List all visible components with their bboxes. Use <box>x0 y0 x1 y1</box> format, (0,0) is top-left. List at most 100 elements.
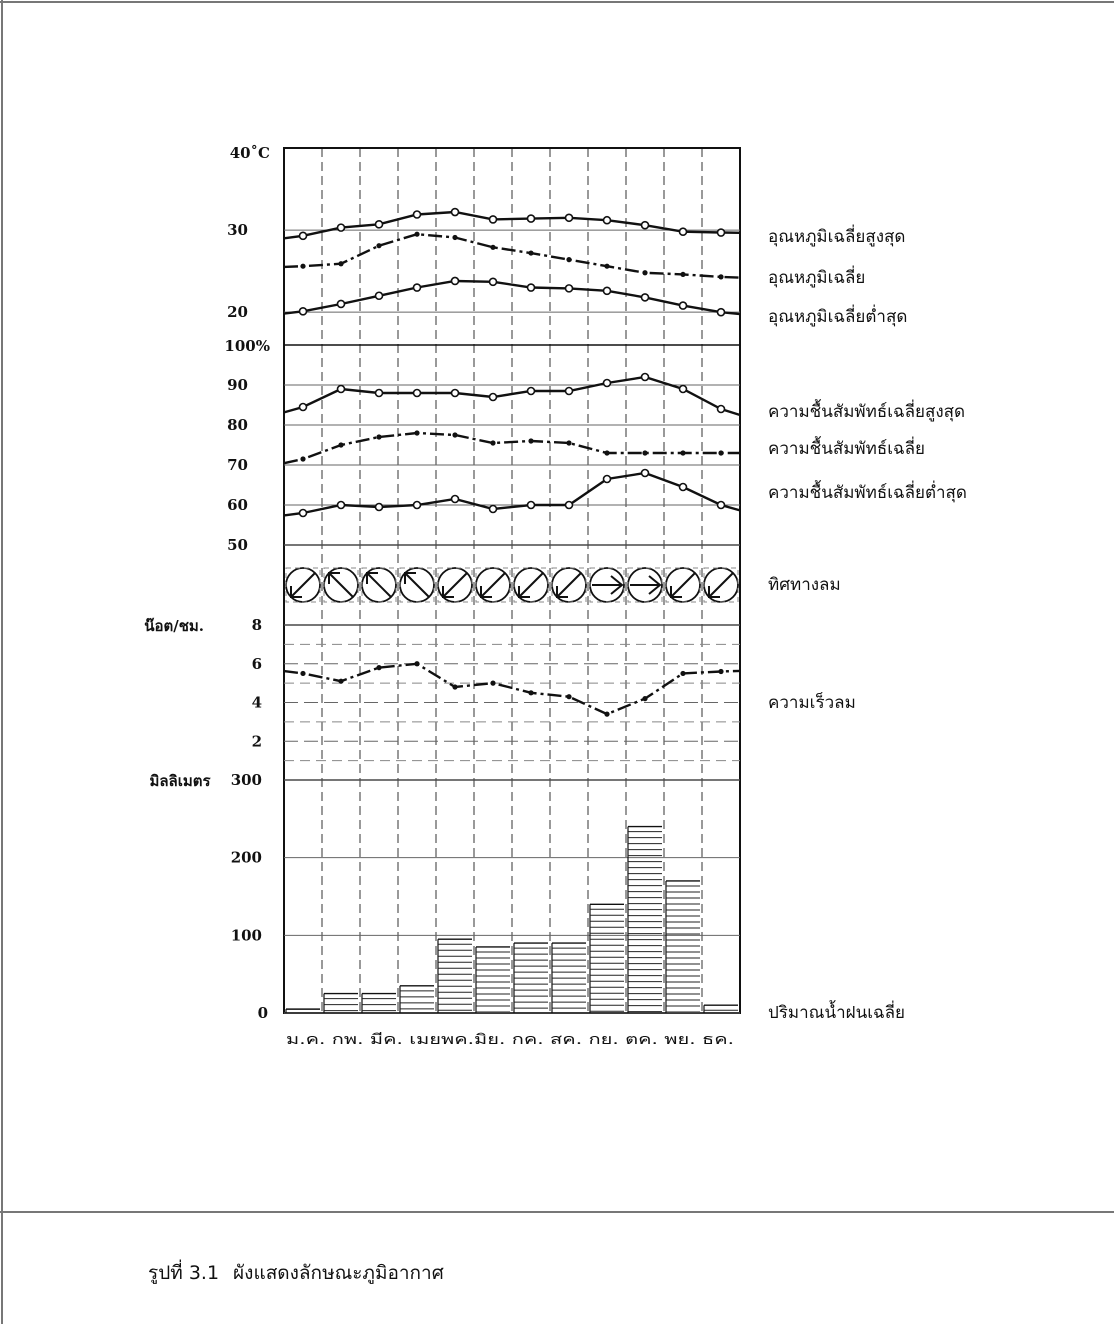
temp-series-point <box>566 257 572 263</box>
temp-series-point <box>678 301 688 310</box>
wind-direction-box <box>361 567 397 603</box>
wind-direction-arrow <box>404 572 430 598</box>
climate-chart: 40˚C 30 20 100% 90 80 70 60 50 น๊อต/ชม. 8 6 4 2 มิลลิเ… <box>144 144 967 1048</box>
wind-direction-arrowhead <box>648 575 662 595</box>
humidity-series-point <box>526 386 536 396</box>
wind-direction-arrow <box>480 572 506 598</box>
temp-series-point <box>488 277 498 287</box>
humidity-series-point <box>338 442 344 448</box>
wind-direction-box <box>475 567 511 603</box>
wind-direction-arrowhead <box>708 586 720 598</box>
wind-direction-box <box>399 567 435 603</box>
temp-series-point <box>602 286 612 296</box>
temp-series-label: อุณหภูมิเฉลี่ยสูงสุด <box>768 224 905 247</box>
wind-speed-series-point <box>718 668 724 675</box>
humidity-unit-label: 100% <box>224 337 270 355</box>
humidity-tick-label: 80 <box>227 416 248 434</box>
wind-direction-box <box>665 567 701 603</box>
temp-series-line <box>283 232 741 279</box>
wind-speed-tick-label: 2 <box>252 732 262 750</box>
temp-unit-label: 40˚C <box>230 144 270 162</box>
wind-speed-tick-label: 4 <box>252 694 262 712</box>
wind-direction-arrowhead <box>556 586 568 598</box>
wind-direction-arrowhead <box>610 575 624 595</box>
wind-direction-arrowhead <box>328 572 340 584</box>
humidity-series-point <box>336 500 346 510</box>
temp-series-point <box>336 299 346 309</box>
temp-series-point <box>450 276 460 286</box>
wind-speed-series-point <box>680 670 686 677</box>
humidity-tick-label: 70 <box>227 456 248 474</box>
temp-series-line <box>283 210 741 240</box>
humidity-series-point <box>374 502 384 512</box>
temp-series-point <box>528 250 534 256</box>
temp-series-point <box>338 261 344 267</box>
temp-series-point <box>452 234 458 241</box>
humidity-series-point <box>526 500 536 510</box>
wind-direction-arrowhead <box>518 586 530 598</box>
wind-speed-tick-label: 6 <box>252 655 262 673</box>
figure-number: รูปที่ 3.1 <box>148 1262 220 1284</box>
rainfall-label: ปริมาณน้ำฝนเฉลี่ย <box>768 1000 905 1023</box>
wind-direction-arrowhead <box>404 572 416 584</box>
wind-direction-box <box>513 567 549 603</box>
temp-series-point <box>414 231 420 237</box>
humidity-series-line <box>283 431 740 465</box>
figure-caption: รูปที่ 3.1 ผังแสดงลักษณะภูมิอากาศ <box>148 1258 458 1288</box>
temp-series-point <box>716 228 726 237</box>
rainfall-tick-label: 200 <box>231 849 262 867</box>
wind-speed-series-point <box>566 694 572 700</box>
humidity-series-point <box>564 500 574 510</box>
wind-speed-series-point <box>338 678 344 684</box>
humidity-series-point <box>298 508 308 518</box>
humidity-series-point <box>528 438 534 444</box>
wind-direction-arrow <box>290 572 316 598</box>
humidity-series-point <box>716 404 726 414</box>
humidity-series-point <box>718 450 724 456</box>
temp-series-point <box>488 215 498 224</box>
humidity-series-point <box>412 388 422 398</box>
wind-direction-label: ทิศทางลม <box>768 575 841 595</box>
wind-direction-arrowhead <box>670 586 682 598</box>
humidity-tick-label: 50 <box>227 536 248 554</box>
wind-speed-series-point <box>490 680 496 686</box>
humidity-series-point <box>602 378 612 388</box>
wind-direction-arrow <box>442 572 468 598</box>
wind-speed-label: ความเร็วลม <box>768 691 856 713</box>
humidity-series-point <box>490 440 496 446</box>
humidity-tick-label: 90 <box>227 376 248 394</box>
wind-direction-box <box>703 567 739 603</box>
rainfall-unit-label: มิลลิเมตร <box>149 772 211 790</box>
humidity-series-point <box>488 392 498 402</box>
temp-series-point <box>376 243 382 249</box>
humidity-series-point <box>374 388 384 398</box>
wind-speed-series-point <box>452 684 458 690</box>
humidity-series-point <box>336 384 346 394</box>
temp-tick-label: 30 <box>227 221 248 239</box>
temp-series-point <box>300 263 306 269</box>
wind-direction-arrowhead <box>442 586 454 598</box>
wind-direction-box <box>437 567 473 603</box>
humidity-series-point <box>680 450 686 456</box>
humidity-series-point <box>452 432 458 438</box>
wind-direction-box <box>627 567 663 603</box>
humidity-series-point <box>716 500 726 510</box>
temp-series-point <box>490 244 496 250</box>
wind-direction-arrowhead <box>290 586 302 598</box>
temp-series-point <box>412 283 422 292</box>
temp-series-point <box>526 283 536 292</box>
temp-series-point <box>564 284 574 293</box>
temp-series-point <box>680 271 686 278</box>
temp-series-line <box>283 279 741 316</box>
humidity-series-point <box>640 468 650 478</box>
temp-series-point <box>640 293 650 302</box>
humidity-series-point <box>604 450 610 456</box>
wind-direction-arrowhead <box>366 572 378 584</box>
rainfall-tick-label: 0 <box>258 1004 268 1022</box>
wind-direction-box <box>589 567 625 603</box>
humidity-series-label: ความชื้นสัมพัทธ์เฉลี่ยสูงสุด <box>768 399 965 422</box>
wind-direction-box <box>323 567 359 603</box>
month-axis-labels: ม.ค. กพ. มีค. เมยพค.มิย. กค. สค. กย. ตค.… <box>286 1032 734 1048</box>
wind-speed-series-point <box>376 665 382 671</box>
humidity-series-point <box>414 430 420 436</box>
